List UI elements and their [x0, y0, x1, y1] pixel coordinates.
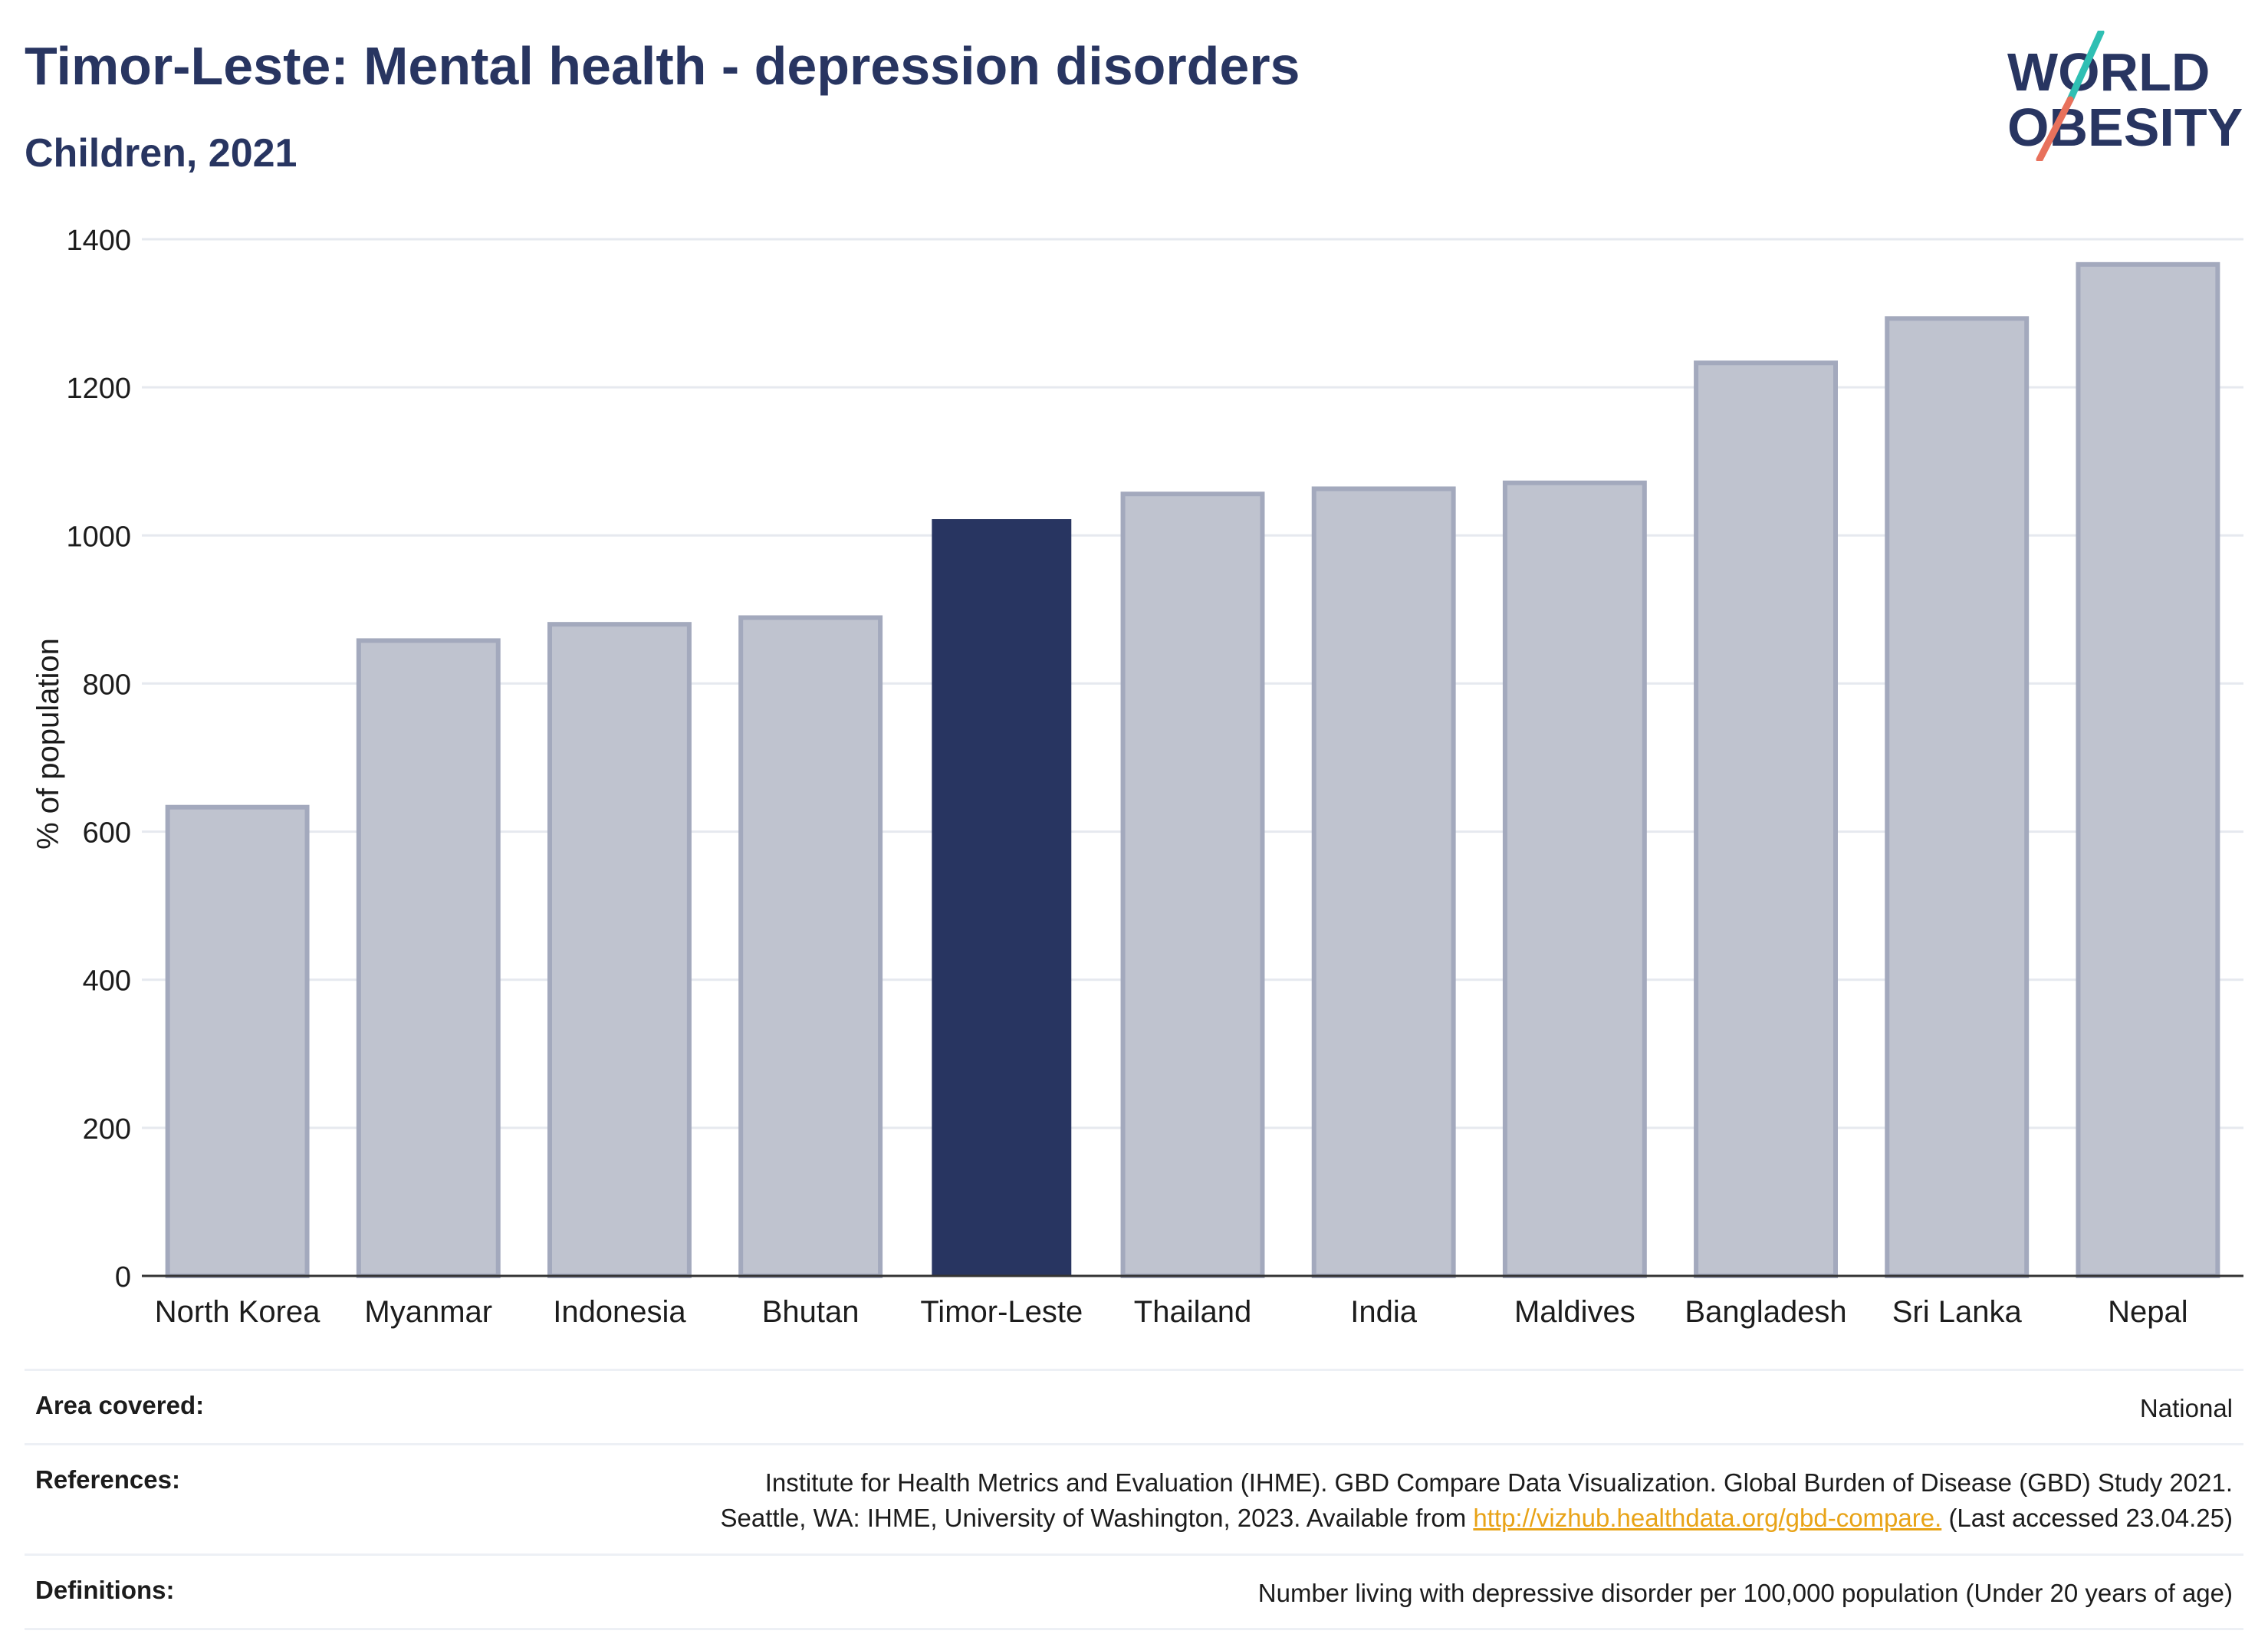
bar-nepal [2076, 261, 2220, 1279]
x-tick-label: Maldives [1514, 1295, 1635, 1329]
footer-row-area: Area covered: National [25, 1369, 2243, 1443]
x-tick-label: Bhutan [762, 1295, 860, 1329]
page-title: Timor-Leste: Mental health - depression … [25, 36, 1300, 96]
x-tick-label: North Korea [155, 1295, 320, 1329]
footer-table: Area covered: National References: Insti… [25, 1369, 2243, 1630]
y-tick-label: 1200 [66, 373, 131, 405]
references-value: Institute for Health Metrics and Evaluat… [721, 1465, 2233, 1536]
x-tick-label: Indonesia [553, 1295, 686, 1329]
references-link[interactable]: http://vizhub.healthdata.org/gbd-compare… [1473, 1504, 1942, 1533]
references-line-1: Institute for Health Metrics and Evaluat… [764, 1468, 2233, 1498]
footer-row-references: References: Institute for Health Metrics… [25, 1443, 2243, 1553]
references-label: References: [35, 1465, 180, 1494]
x-tick-label: Myanmar [364, 1295, 492, 1329]
references-line-2-post: (Last accessed 23.04.25) [1948, 1504, 2233, 1533]
bar-indonesia [547, 622, 692, 1278]
bar-chart: 0 200 400 600 800 1000 1200 1400 North Korea Myan… [31, 225, 2243, 1329]
bar-thailand [1120, 492, 1265, 1279]
x-tick-label: Nepal [2108, 1295, 2188, 1329]
bars [165, 261, 2220, 1279]
definitions-label: Definitions: [35, 1575, 175, 1604]
references-line-2-pre: Seattle, WA: IHME, University of Washing… [720, 1504, 1467, 1533]
world-obesity-logo: WORLD OBESITY [2007, 31, 2243, 161]
y-tick-label: 400 [83, 965, 131, 998]
definitions-value: Number living with depressive disorder p… [1257, 1578, 2233, 1607]
x-tick-label: Thailand [1134, 1295, 1251, 1329]
footer-row-definitions: Definitions: Number living with depressi… [25, 1553, 2243, 1630]
y-tick-label: 600 [83, 817, 131, 850]
axes: 0 200 400 600 800 1000 1200 1400 North Korea Myan… [66, 225, 2243, 1329]
y-tick-label: 200 [83, 1113, 131, 1146]
x-tick-label: India [1350, 1295, 1417, 1329]
svg-text:WORLD: WORLD [2007, 42, 2210, 102]
x-tick-label: Timor-Leste [920, 1295, 1083, 1329]
bar-bhutan [738, 615, 883, 1278]
bar-india [1311, 486, 1456, 1279]
bar-north-korea [165, 804, 310, 1278]
bar-sri-lanka [1885, 316, 2030, 1278]
bar-timor-leste [932, 519, 1072, 1276]
y-tick-label: 1400 [66, 225, 131, 257]
y-axis-label: % of population [31, 638, 65, 850]
bar-myanmar [356, 638, 501, 1278]
x-tick-label: Sri Lanka [1892, 1295, 2023, 1329]
bar-maldives [1502, 480, 1647, 1279]
area-covered-value: National [2139, 1394, 2233, 1422]
area-covered-label: Area covered: [35, 1391, 205, 1419]
y-tick-label: 1000 [66, 521, 131, 553]
y-tick-label: 800 [83, 669, 131, 701]
page-subtitle: Children, 2021 [25, 131, 297, 176]
y-tick-label: 0 [115, 1261, 131, 1294]
x-tick-label: Bangladesh [1685, 1295, 1846, 1329]
bar-bangladesh [1694, 360, 1838, 1278]
